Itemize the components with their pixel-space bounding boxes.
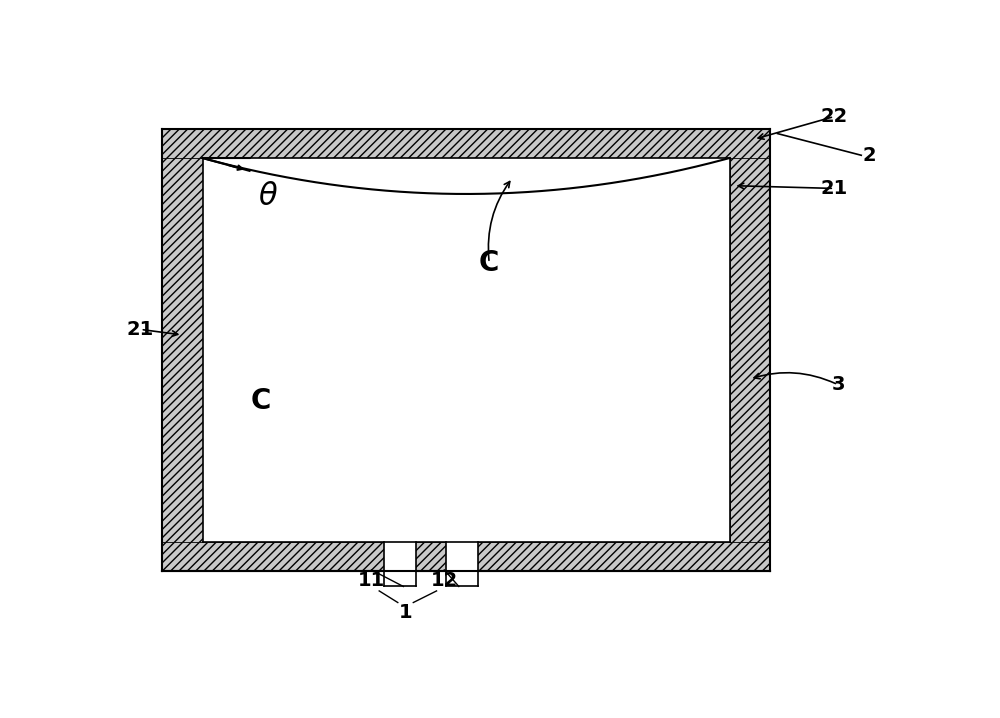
- Text: 22: 22: [820, 107, 848, 126]
- Bar: [162, 129, 770, 158]
- Text: 12: 12: [431, 572, 458, 590]
- Bar: [446, 542, 478, 571]
- Text: 21: 21: [820, 179, 848, 198]
- Bar: [384, 571, 416, 587]
- Text: 3: 3: [831, 376, 845, 394]
- Bar: [446, 571, 478, 587]
- Text: $\theta$: $\theta$: [258, 182, 278, 211]
- Text: 1: 1: [399, 603, 412, 622]
- Bar: [202, 158, 730, 542]
- Bar: [730, 129, 770, 571]
- Text: C: C: [479, 249, 499, 277]
- Text: 2: 2: [862, 146, 876, 164]
- Text: 21: 21: [127, 320, 154, 339]
- Text: C: C: [250, 387, 271, 415]
- Text: 11: 11: [358, 572, 385, 590]
- Bar: [162, 542, 770, 571]
- Bar: [384, 542, 416, 571]
- Bar: [162, 129, 202, 571]
